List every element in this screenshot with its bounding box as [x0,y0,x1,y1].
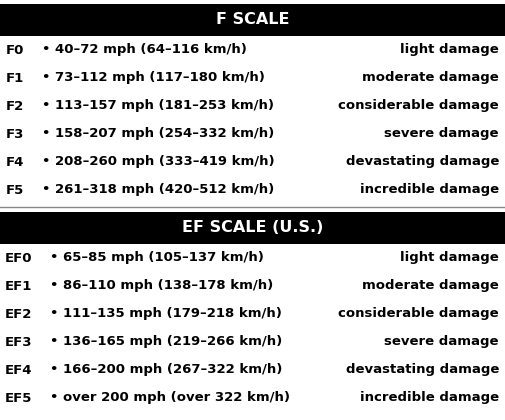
Text: F0: F0 [6,44,24,57]
Text: • 73–112 mph (117–180 km/h): • 73–112 mph (117–180 km/h) [42,71,265,84]
Text: • 208–260 mph (333–419 km/h): • 208–260 mph (333–419 km/h) [42,155,275,168]
Text: EF0: EF0 [5,252,32,265]
Text: F2: F2 [6,100,24,113]
Text: • 136–165 mph (219–266 km/h): • 136–165 mph (219–266 km/h) [50,336,282,349]
Text: devastating damage: devastating damage [345,363,499,376]
Text: EF4: EF4 [5,363,32,376]
Text: F3: F3 [6,128,24,141]
Text: considerable damage: considerable damage [338,307,499,320]
Text: F4: F4 [6,155,24,168]
Text: moderate damage: moderate damage [362,279,499,292]
Text: incredible damage: incredible damage [360,391,499,404]
Text: • 113–157 mph (181–253 km/h): • 113–157 mph (181–253 km/h) [42,100,274,113]
Text: light damage: light damage [400,44,499,57]
Bar [0,4,505,36]
Text: F5: F5 [6,184,24,197]
Text: devastating damage: devastating damage [345,155,499,168]
Text: severe damage: severe damage [384,336,499,349]
Text: severe damage: severe damage [384,128,499,141]
Text: • 166–200 mph (267–322 km/h): • 166–200 mph (267–322 km/h) [50,363,282,376]
Text: • over 200 mph (over 322 km/h): • over 200 mph (over 322 km/h) [50,391,290,404]
Text: EF SCALE (U.S.): EF SCALE (U.S.) [182,220,323,236]
Text: EF2: EF2 [5,307,32,320]
Text: considerable damage: considerable damage [338,100,499,113]
Text: F SCALE: F SCALE [216,13,289,27]
Text: F1: F1 [6,71,24,84]
Text: • 86–110 mph (138–178 km/h): • 86–110 mph (138–178 km/h) [50,279,273,292]
Text: • 158–207 mph (254–332 km/h): • 158–207 mph (254–332 km/h) [42,128,274,141]
Text: EF5: EF5 [5,391,32,404]
Bar [0,212,505,244]
Text: • 261–318 mph (420–512 km/h): • 261–318 mph (420–512 km/h) [42,184,274,197]
Text: incredible damage: incredible damage [360,184,499,197]
Text: • 111–135 mph (179–218 km/h): • 111–135 mph (179–218 km/h) [50,307,282,320]
Text: EF3: EF3 [5,336,32,349]
Text: moderate damage: moderate damage [362,71,499,84]
Text: light damage: light damage [400,252,499,265]
Text: EF1: EF1 [5,279,32,292]
Text: • 40–72 mph (64–116 km/h): • 40–72 mph (64–116 km/h) [42,44,247,57]
Text: • 65–85 mph (105–137 km/h): • 65–85 mph (105–137 km/h) [50,252,264,265]
